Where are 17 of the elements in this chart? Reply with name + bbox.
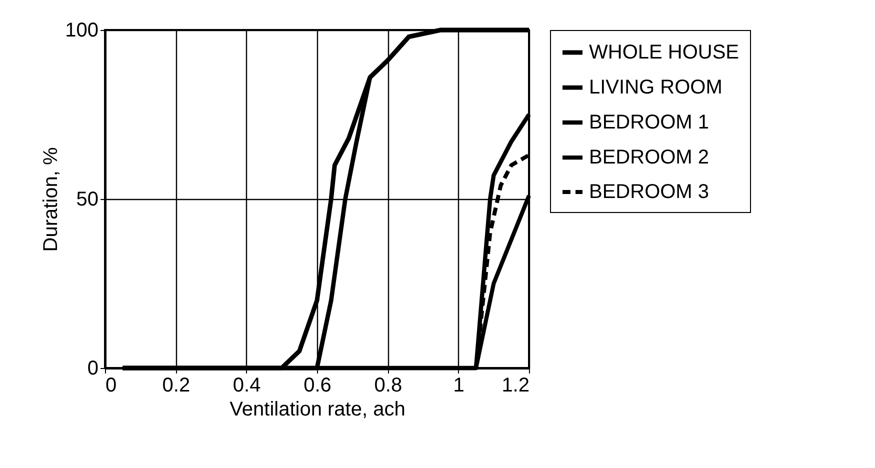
legend-label: LIVING ROOM (589, 76, 722, 98)
legend-label: WHOLE HOUSE (589, 42, 740, 64)
x-tick-label: 1.2 (502, 374, 530, 396)
legend-label: BEDROOM 1 (589, 112, 710, 134)
y-tick-label: 0 (87, 358, 98, 380)
x-axis-title: Ventilation rate, ach (230, 398, 406, 420)
x-tick-label: 0.4 (232, 374, 261, 396)
y-tick-label: 100 (65, 20, 98, 42)
legend-label: BEDROOM 3 (589, 181, 710, 203)
x-tick-label: 0.2 (162, 374, 190, 396)
y-tick-label: 50 (76, 188, 98, 210)
x-tick-label: 0 (106, 374, 117, 396)
x-tick-label: 0.8 (374, 374, 402, 396)
x-tick-label: 0.6 (304, 374, 332, 396)
y-axis-title: Duration, % (40, 147, 62, 252)
x-tick-label: 1 (453, 374, 464, 396)
legend-label: BEDROOM 2 (589, 146, 710, 168)
